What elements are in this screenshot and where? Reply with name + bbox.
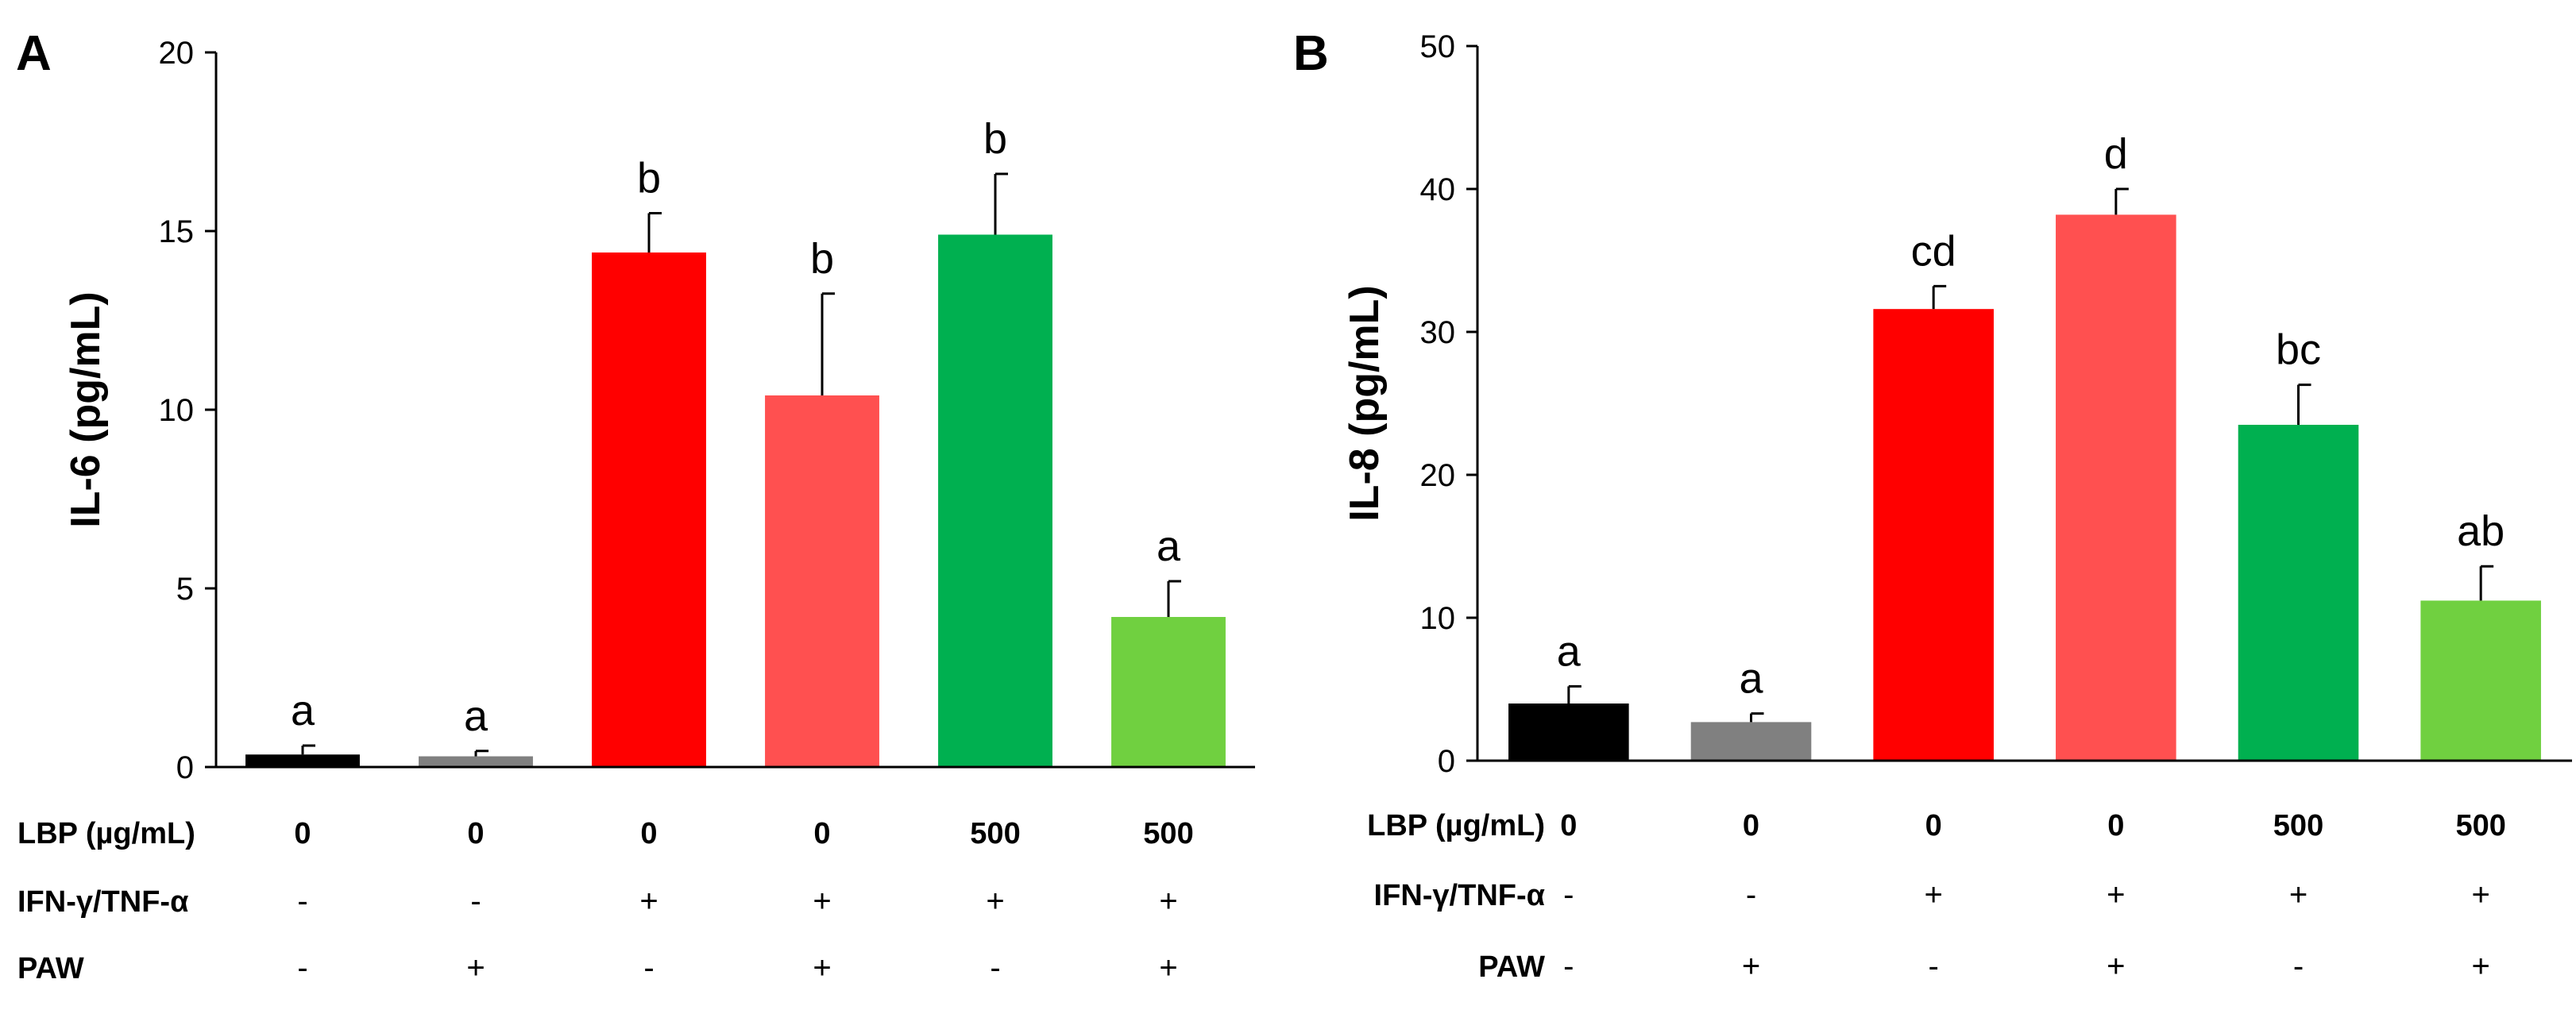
- panel-a-treatment-1-value-3: +: [813, 884, 831, 919]
- panel-b-treatment-0-value-3: 0: [2107, 809, 2124, 842]
- panel-b-bar-4: [2238, 425, 2359, 761]
- panel-b-significance-0: a: [1557, 627, 1582, 675]
- panel-a-y-axis-title: IL-6 (pg/mL): [63, 291, 109, 528]
- panel-a-treatment-0-value-2: 0: [640, 817, 657, 850]
- panel-a-y-tick-label-4: 20: [159, 36, 195, 71]
- panel-a-treatment-label-1: IFN-γ/TNF-α: [17, 885, 188, 919]
- panel-a-bar-5: [1111, 617, 1226, 767]
- panel-a-bar-1: [419, 756, 533, 767]
- panel-a-y-tick-label-0: 0: [176, 750, 194, 785]
- panel-b-y-tick-label-5: 50: [1420, 29, 1456, 64]
- panel-b-y-tick-label-1: 10: [1420, 601, 1456, 636]
- panel-b-y-tick-label-2: 20: [1420, 458, 1456, 493]
- panel-a-bar-4: [938, 234, 1052, 767]
- panel-a-significance-2: b: [637, 155, 661, 202]
- panel-a-y-tick-label-3: 15: [159, 214, 195, 249]
- panel-b-label: B: [1293, 26, 1329, 81]
- panel-a-significance-1: a: [464, 692, 489, 740]
- panel-a-treatment-0-value-1: 0: [467, 817, 484, 850]
- panel-a-treatment-1-value-1: -: [470, 884, 481, 919]
- panel-b-treatment-label-2: PAW: [1478, 950, 1545, 984]
- panel-b-significance-2: cd: [1911, 227, 1956, 275]
- panel-b-treatment-2-value-2: -: [1929, 949, 1939, 984]
- panel-b-treatment-2-value-3: +: [2107, 949, 2125, 984]
- panel-b-treatment-2-value-5: +: [2471, 949, 2489, 984]
- panel-b-treatment-0-value-5: 500: [2455, 809, 2505, 842]
- panel-a-treatment-2-value-1: +: [466, 950, 485, 985]
- panel-b-treatment-1-value-1: -: [1746, 877, 1756, 912]
- panel-a-treatment-0-value-4: 500: [970, 817, 1020, 850]
- panel-a-bar-2: [592, 252, 706, 767]
- panel-a-treatment-2-value-0: -: [297, 950, 307, 985]
- panel-b-y-tick-label-3: 30: [1420, 315, 1456, 350]
- panel-a-treatment-1-value-2: +: [639, 884, 658, 919]
- panel-b-treatment-1-value-4: +: [2289, 877, 2308, 912]
- panel-b-treatment-label-1: IFN-γ/TNF-α: [1374, 879, 1545, 912]
- panel-a-bar-0: [245, 754, 360, 767]
- panel-b-treatment-1-value-0: -: [1563, 877, 1574, 912]
- panel-a-treatment-label-2: PAW: [17, 952, 84, 985]
- panel-b-treatment-1-value-5: +: [2471, 877, 2489, 912]
- panel-b-bar-1: [1690, 722, 1812, 761]
- panel-b-treatment-1-value-2: +: [1924, 877, 1942, 912]
- panel-a-treatment-label-0: LBP (µg/mL): [17, 817, 195, 850]
- panel-a-treatment-1-value-5: +: [1159, 884, 1177, 919]
- panel-a-treatment-0-value-5: 500: [1143, 817, 1193, 850]
- panel-b-treatment-label-0: LBP (µg/mL): [1367, 809, 1545, 842]
- panel-b-treatment-0-value-2: 0: [1925, 809, 1942, 842]
- panel-a-treatment-2-value-2: -: [643, 950, 654, 985]
- panel-b-y-tick-label-0: 0: [1438, 744, 1455, 779]
- panel-a-label: A: [16, 26, 52, 81]
- panel-b-bar-3: [2056, 214, 2176, 761]
- panel-b-significance-3: d: [2104, 130, 2128, 178]
- panel-b-significance-5: ab: [2457, 507, 2505, 555]
- panel-b-bar-5: [2420, 600, 2541, 761]
- panel-b-treatment-2-value-1: +: [1742, 949, 1760, 984]
- panel-b-y-tick-label-4: 40: [1420, 172, 1456, 207]
- panel-a-treatment-0-value-3: 0: [813, 817, 830, 850]
- panel-a-treatment-2-value-3: +: [813, 950, 831, 985]
- panel-a-treatment-2-value-4: -: [990, 950, 1000, 985]
- panel-b-treatment-0-value-4: 500: [2273, 809, 2323, 842]
- panel-b-bar-2: [1873, 309, 1994, 761]
- panel-a-treatment-1-value-4: +: [986, 884, 1004, 919]
- panel-a-significance-4: b: [983, 115, 1007, 163]
- panel-b-treatment-0-value-1: 0: [1743, 809, 1759, 842]
- panel-a-treatment-0-value-0: 0: [294, 817, 311, 850]
- panel-a-bar-3: [765, 395, 879, 767]
- panel-b-significance-4: bc: [2276, 326, 2321, 374]
- panel-b-treatment-2-value-0: -: [1563, 949, 1574, 984]
- panel-a-y-tick-label-2: 10: [159, 393, 195, 428]
- panel-a-significance-0: a: [291, 687, 315, 734]
- panel-a-treatment-2-value-5: +: [1159, 950, 1177, 985]
- panel-a-y-tick-label-1: 5: [176, 572, 194, 607]
- panel-b-treatment-0-value-0: 0: [1560, 809, 1577, 842]
- panel-b-y-axis-title: IL-8 (pg/mL): [1342, 285, 1388, 522]
- panel-b-bar-0: [1508, 704, 1629, 761]
- panel-b-treatment-2-value-4: -: [2293, 949, 2304, 984]
- panel-a-significance-5: a: [1157, 522, 1181, 570]
- panel-a-significance-3: b: [810, 235, 834, 283]
- panel-b-significance-1: a: [1739, 655, 1763, 703]
- panel-b-treatment-1-value-3: +: [2107, 877, 2125, 912]
- panel-a-treatment-1-value-0: -: [297, 884, 307, 919]
